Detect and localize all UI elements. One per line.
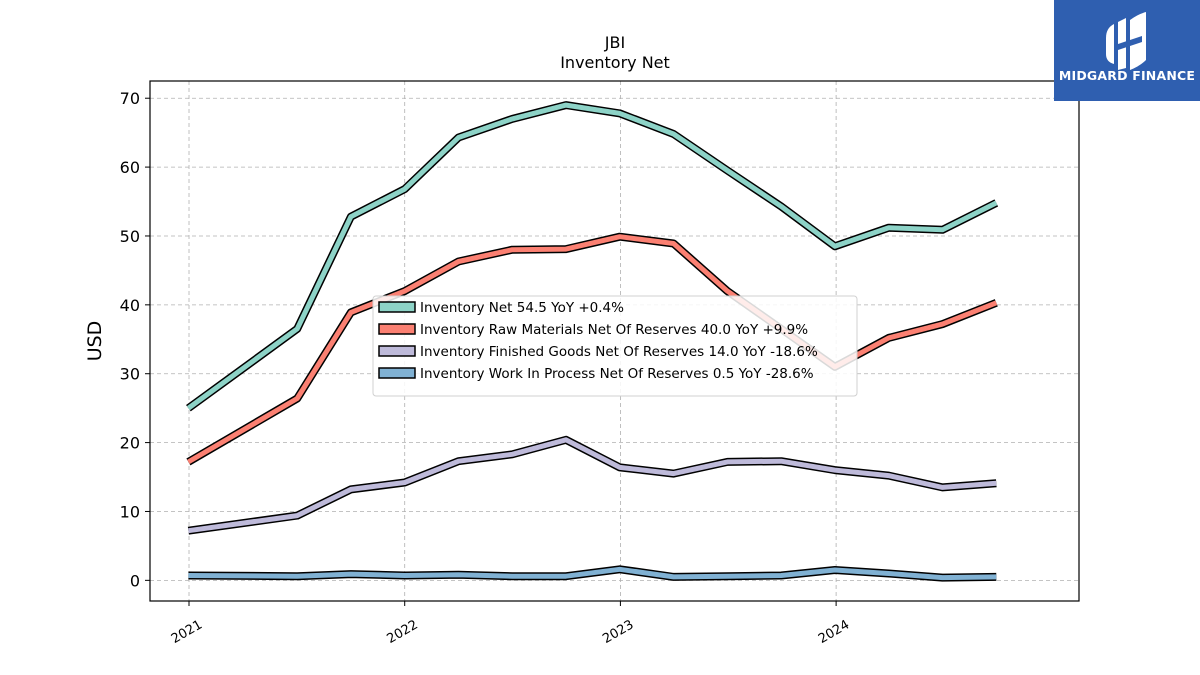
legend-entry: Inventory Net 54.5 YoY +0.4% (420, 300, 624, 316)
chart-title: JBI (604, 33, 625, 52)
x-tick-label: 2022 (385, 617, 421, 647)
legend: Inventory Net 54.5 YoY +0.4% Inventory Ra… (372, 295, 858, 397)
legend-swatch (378, 367, 416, 379)
logo-text: MIDGARD FINANCE (1058, 68, 1196, 83)
legend-entry: Inventory Raw Materials Net Of Reserves … (420, 322, 808, 338)
y-tick-label: 30 (120, 365, 140, 384)
legend-entry: Inventory Finished Goods Net Of Reserves… (420, 344, 818, 360)
legend-swatch (378, 323, 416, 335)
series-line (188, 437, 997, 534)
y-tick-label: 20 (120, 434, 140, 453)
legend-swatch (378, 345, 416, 357)
logo-mark-icon (1106, 12, 1146, 70)
y-tick-label: 70 (120, 89, 140, 108)
plot-frame (149, 80, 1080, 602)
midgard-finance-logo: MIDGARD FINANCE (1054, 0, 1200, 101)
series-line (188, 566, 997, 581)
y-tick-label: 50 (120, 227, 140, 246)
y-tick-label: 60 (120, 158, 140, 177)
series-line (187, 234, 998, 465)
chart-subtitle: Inventory Net (560, 53, 670, 72)
series-line (186, 102, 998, 411)
x-axis: 2021 2022 2023 2024 (169, 601, 852, 647)
x-tick-label: 2023 (600, 617, 636, 647)
legend-box (372, 295, 858, 397)
y-axis: 0 10 20 30 40 50 60 70 (120, 89, 150, 590)
legend-entry: Inventory Work In Process Net Of Reserve… (420, 366, 814, 382)
x-tick-label: 2021 (169, 617, 205, 647)
x-tick-label: 2024 (816, 617, 852, 647)
series-lines (186, 101, 999, 582)
y-axis-label: USD (84, 321, 106, 362)
y-tick-label: 10 (120, 502, 140, 521)
y-tick-label: 0 (130, 571, 140, 590)
y-tick-label: 40 (120, 296, 140, 315)
legend-swatch (378, 301, 416, 313)
